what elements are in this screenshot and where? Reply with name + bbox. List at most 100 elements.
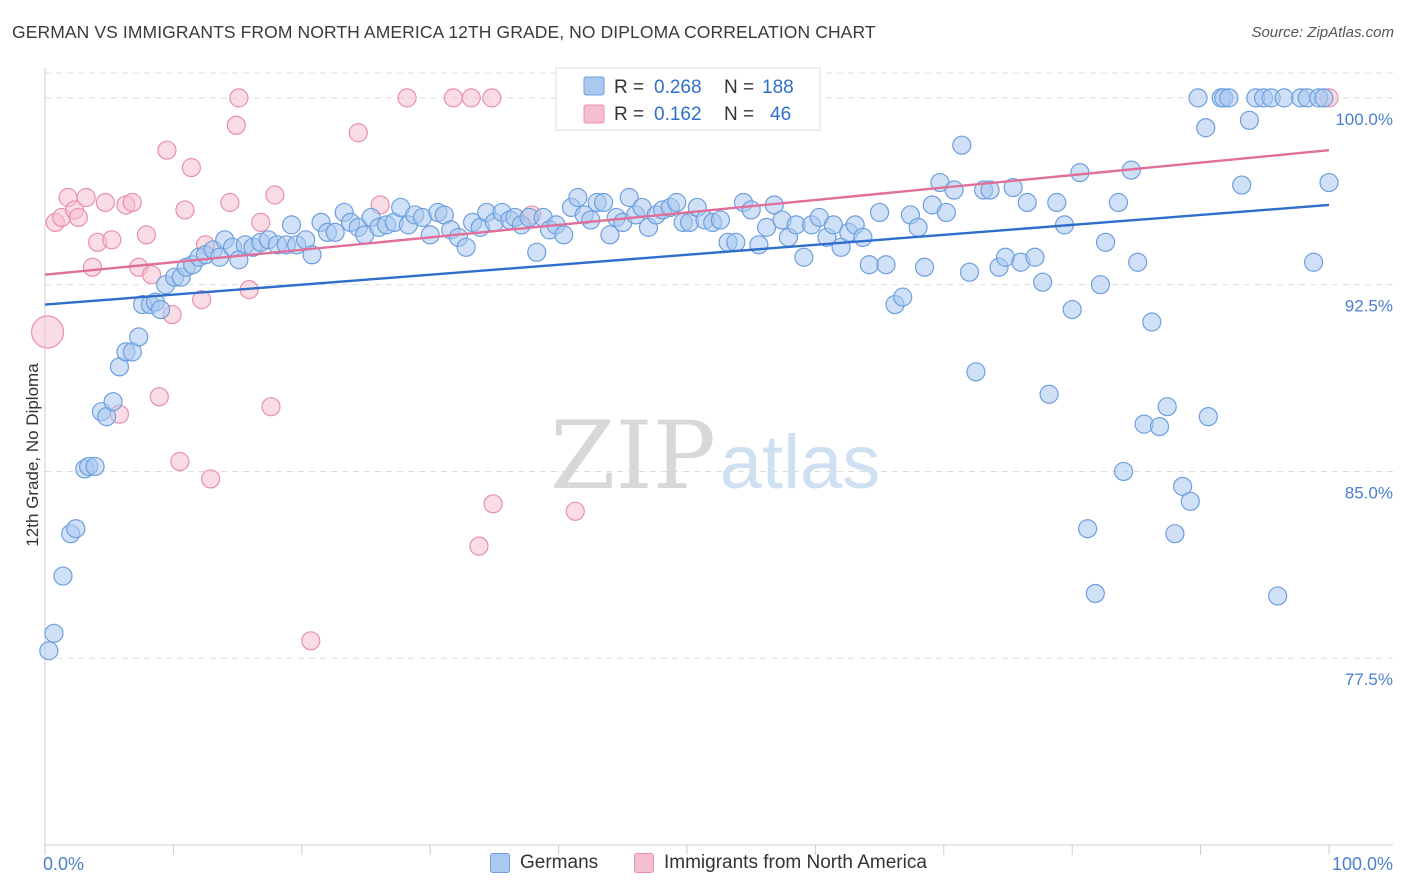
germans-point-132	[966, 362, 986, 382]
y-tick-label-3: 100.0%	[1335, 110, 1393, 129]
immigrants-point-39	[469, 536, 489, 556]
germans-point-4	[66, 519, 86, 539]
germans-point-71	[527, 242, 547, 262]
germans-point-77	[568, 187, 588, 208]
y-tick-label-1: 85.0%	[1345, 483, 1393, 502]
germans-point-37	[281, 215, 302, 235]
germans-point-119	[869, 202, 890, 223]
germans-point-0	[39, 641, 59, 661]
germans-point-131	[959, 262, 980, 282]
immigrants-point-21	[175, 200, 195, 220]
germans-point-85	[619, 187, 639, 208]
germans-point-102	[741, 200, 761, 220]
germans-point-179	[1314, 88, 1334, 108]
germans-point-125	[914, 257, 935, 277]
source-label: Source: ZipAtlas.com	[1251, 24, 1394, 41]
x-tick-label-1: 100.0%	[1332, 854, 1393, 874]
germans-point-158	[1157, 397, 1177, 417]
immigrants-point-41	[483, 494, 503, 514]
germans-point-122	[893, 287, 913, 307]
immigrants-point-38	[461, 88, 481, 108]
x-tick-label-0: 0.0%	[43, 854, 84, 874]
germans-point-142	[1039, 384, 1059, 404]
immigrants-point-23	[192, 290, 212, 310]
immigrants-point-34	[348, 123, 368, 143]
legend-swatch-immigrants	[583, 104, 605, 124]
germans-point-113	[823, 215, 843, 235]
germans-point-134	[980, 180, 1000, 200]
germans-point-103	[749, 235, 769, 255]
germans-point-169	[1239, 110, 1259, 130]
y-tick-label-2: 92.5%	[1345, 297, 1393, 316]
immigrants-point-16	[141, 265, 162, 285]
watermark-atlas: atlas	[720, 420, 881, 505]
immigrants-point-30	[251, 212, 271, 233]
legend-bottom: Germans Immigrants from North America	[0, 852, 1406, 878]
germans-point-174	[1274, 88, 1294, 108]
germans-point-173	[1268, 586, 1288, 606]
germans-point-154	[1128, 252, 1148, 272]
germans-point-148	[1085, 583, 1105, 604]
immigrants-point-26	[220, 192, 240, 213]
germans-point-2	[53, 566, 73, 586]
germans-point-61	[456, 237, 476, 257]
germans-point-1	[44, 623, 64, 643]
germans-point-139	[1017, 192, 1037, 213]
immigrants-point-32	[265, 185, 285, 205]
germans-point-162	[1188, 88, 1208, 108]
germans-point-79	[581, 210, 601, 230]
legend-n-label-germans: N =	[724, 77, 754, 98]
germans-point-130	[952, 135, 972, 155]
germans-point-160	[1173, 476, 1193, 496]
immigrants-point-22	[181, 158, 201, 178]
germans-point-147	[1078, 519, 1098, 539]
axes	[44, 68, 1393, 855]
tick-labels: 77.5% 85.0% 92.5% 100.0% 0.0% 100.0%	[43, 110, 1393, 874]
immigrants-point-40	[482, 88, 502, 108]
germans-point-14	[129, 327, 149, 347]
legend-r-value-germans: 0.268	[654, 77, 702, 98]
legend-n-label-immigrants: N =	[724, 104, 754, 125]
legend-r-label-germans: R =	[614, 77, 644, 98]
legend-swatch-germans	[490, 853, 510, 873]
trend-line-germans	[44, 203, 1330, 306]
legend-r-label-immigrants: R =	[614, 104, 644, 125]
germans-point-150	[1095, 232, 1116, 252]
germans-point-140	[1025, 247, 1045, 267]
germans-point-124	[908, 217, 928, 237]
germans-point-118	[859, 255, 879, 275]
immigrants-point-37	[443, 88, 463, 108]
germans-point-163	[1196, 118, 1216, 138]
immigrants-point-13	[122, 192, 142, 213]
immigrants-point-31	[261, 397, 281, 417]
germans-point-7	[85, 456, 105, 477]
germans-point-75	[554, 225, 574, 245]
y-tick-label-0: 77.5%	[1345, 670, 1393, 689]
germans-point-117	[853, 227, 873, 247]
immigrants-point-5	[68, 207, 88, 228]
germans-point-157	[1149, 417, 1170, 437]
germans-point-149	[1090, 275, 1111, 295]
immigrants-point-27	[226, 115, 246, 135]
germans-point-164	[1198, 407, 1218, 427]
trend-lines	[44, 148, 1330, 306]
germans-point-143	[1047, 192, 1067, 213]
germans-point-104	[757, 217, 777, 237]
immigrants-point-6	[76, 187, 96, 208]
germans-point-161	[1180, 491, 1200, 511]
germans-point-159	[1165, 524, 1185, 544]
germans-point-137	[1003, 177, 1023, 198]
legend-label-germans: Germans	[520, 852, 599, 873]
germans-point-180	[1319, 172, 1339, 193]
legend-n-value-germans: 188	[762, 77, 794, 98]
immigrants-point-10	[102, 230, 122, 250]
germans-point-167	[1219, 88, 1239, 108]
immigrants-point-15	[136, 225, 157, 245]
germans-point-120	[876, 255, 896, 275]
immigrants-point-33	[301, 631, 321, 651]
germans-point-92	[667, 192, 687, 213]
immigrants-point-7	[82, 257, 103, 277]
legend-r-value-immigrants: 0.162	[654, 104, 702, 125]
immigrants-point-18	[157, 140, 177, 160]
